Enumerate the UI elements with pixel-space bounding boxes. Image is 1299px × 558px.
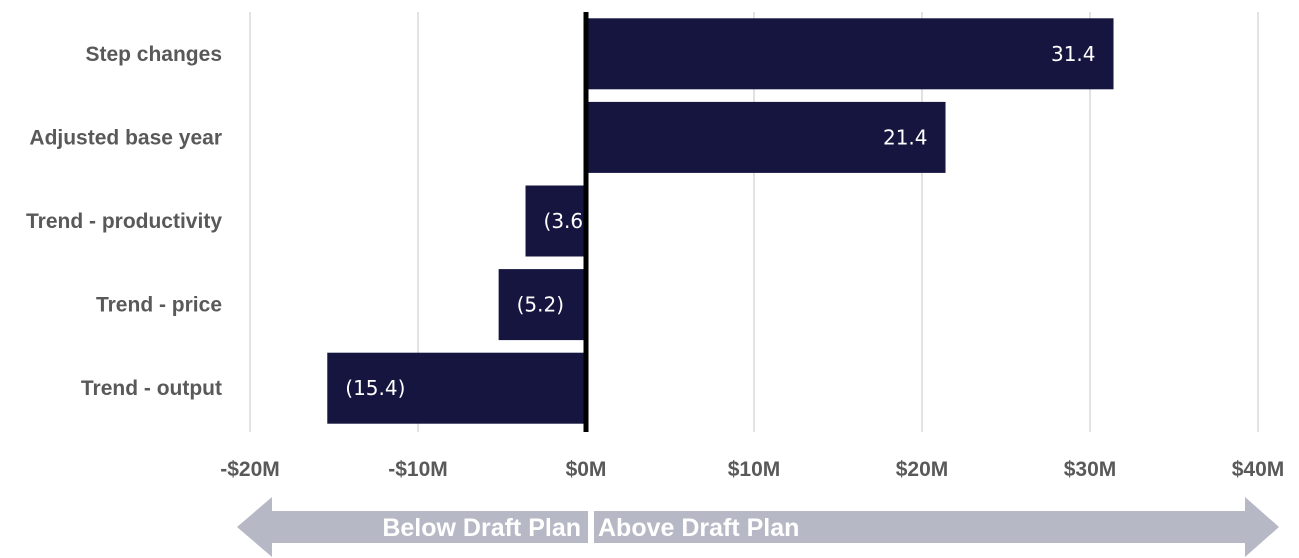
x-tick-label: $20M: [896, 458, 949, 481]
category-label: Trend - output: [81, 377, 222, 400]
bar: [586, 18, 1114, 90]
below-draft-plan-label: Below Draft Plan: [382, 514, 581, 542]
x-tick-label: $40M: [1232, 458, 1285, 481]
bar: [327, 352, 586, 424]
bar: [525, 185, 586, 257]
bar: [586, 101, 946, 173]
bar: [498, 269, 586, 341]
x-tick-label: $0M: [566, 458, 607, 481]
bars: [327, 18, 1114, 424]
x-tick-label: -$20M: [220, 458, 280, 481]
category-label: Trend - productivity: [26, 210, 222, 233]
x-tick-label: $10M: [728, 458, 781, 481]
x-tick-label: -$10M: [388, 458, 448, 481]
bar-value-label: (3.6): [544, 209, 591, 233]
category-label: Adjusted base year: [29, 126, 222, 149]
x-tick-label: $30M: [1064, 458, 1117, 481]
above-draft-plan-label: Above Draft Plan: [598, 514, 799, 542]
x-axis-tick-labels: -$20M -$10M $0M $10M $20M $30M $40M: [220, 458, 1284, 481]
category-label: Step changes: [85, 43, 222, 66]
arrow-left-shape: [237, 497, 588, 557]
bar-value-label: 31.4: [1051, 42, 1096, 66]
category-labels: Step changes Adjusted base year Trend - pr…: [26, 43, 222, 400]
category-label: Trend - price: [96, 294, 222, 317]
bar-value-label: 21.4: [883, 125, 928, 149]
direction-arrow: Below Draft Plan Above Draft Plan: [237, 497, 1279, 557]
arrow-right-shape: [594, 497, 1279, 557]
bar-value-label: (5.2): [517, 293, 564, 317]
bar-value-label: (15.4): [345, 376, 405, 400]
data-labels: 31.4 21.4 (3.6) (5.2) (15.4): [345, 42, 1095, 400]
